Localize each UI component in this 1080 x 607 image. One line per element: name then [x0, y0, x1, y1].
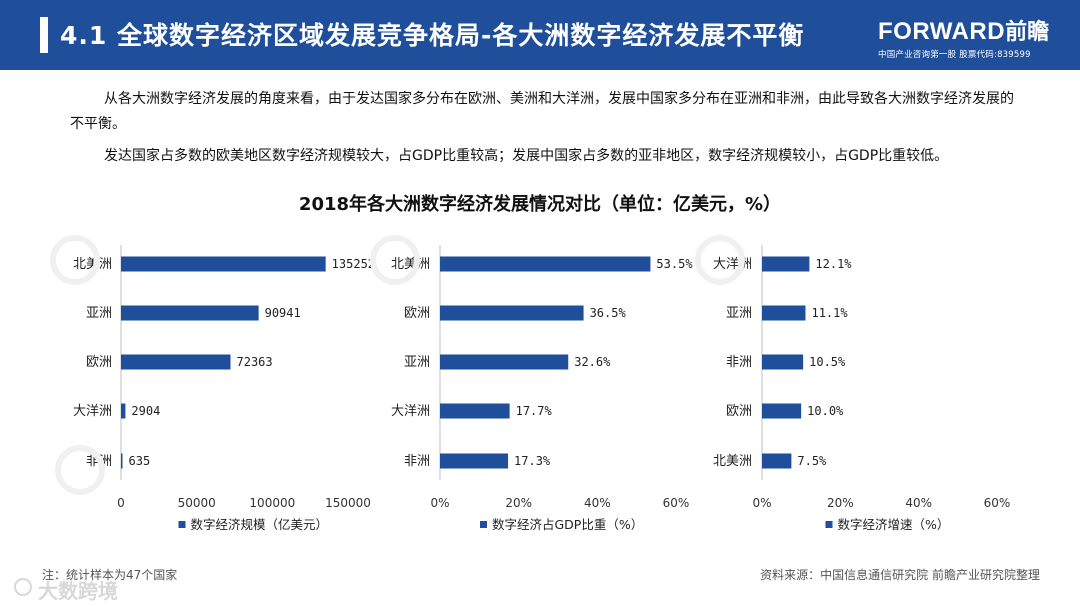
legend-swatch — [480, 521, 487, 528]
header-banner: 4.1 全球数字经济区域发展竞争格局-各大洲数字经济发展不平衡 FORWARD前… — [0, 0, 1080, 70]
x-tick-label: 60% — [663, 496, 690, 510]
legend-swatch — [825, 521, 833, 528]
data-label: 10.5% — [809, 355, 846, 369]
logo-brand: FORWARD — [878, 18, 1006, 45]
x-tick-label: 20% — [827, 496, 854, 510]
source-note: 资料来源：中国信息通信研究院 前瞻产业研究院整理 — [760, 568, 1040, 582]
logo-brand-cn: 前瞻 — [1005, 20, 1050, 45]
bar — [121, 305, 259, 321]
x-tick-label: 0% — [430, 496, 449, 510]
watermark-icon — [14, 578, 32, 596]
legend-label: 数字经济增速（%） — [838, 517, 950, 532]
chart-title: 2018年各大洲数字经济发展情况对比（单位：亿美元，%） — [298, 194, 782, 215]
data-label: 2904 — [131, 404, 160, 418]
category-label: 亚洲 — [404, 355, 430, 370]
intro-paragraph-1: 从各大洲数字经济发展的角度来看，由于发达国家多分布在欧洲、美洲和大洋洲，发展中国… — [70, 87, 1025, 137]
x-tick-label: 50000 — [178, 496, 216, 510]
chart-panel-3: 大洋洲 12.1% 亚洲 11.1% 非洲 10.5% 欧洲 10.0% 北美洲 7.5% 0% 20… — [713, 245, 1010, 532]
chart-panel-2: 北美洲 53.5% 欧洲 36.5% 亚洲 32.6% 大洋洲 17.7% 非洲 17.3% 0% 2… — [391, 245, 693, 532]
data-label: 635 — [129, 454, 151, 468]
page-title: 4.1 全球数字经济区域发展竞争格局-各大洲数字经济发展不平衡 — [60, 21, 805, 50]
data-label: 72363 — [237, 355, 273, 369]
bar — [762, 453, 792, 469]
bar — [762, 256, 810, 272]
x-tick-label: 40% — [584, 496, 611, 510]
bar — [440, 256, 651, 272]
watermark-text: 大数跨境 — [38, 579, 118, 603]
data-label: 53.5% — [656, 257, 693, 271]
bar — [762, 354, 804, 370]
data-label: 36.5% — [590, 306, 627, 320]
category-label: 大洋洲 — [391, 404, 430, 419]
bar — [121, 256, 326, 272]
bar — [762, 403, 802, 419]
x-tick-label: 150000 — [325, 496, 371, 510]
category-label: 大洋洲 — [713, 257, 752, 272]
x-tick-label: 0% — [752, 496, 771, 510]
x-tick-label: 0 — [117, 496, 125, 510]
footnote: 注：统计样本为47个国家 — [42, 568, 178, 582]
watermark-logo-icon — [50, 235, 100, 285]
bar — [440, 453, 509, 469]
logo-tagline: 中国产业咨询第一股 股票代码:839599 — [878, 50, 1031, 60]
title-accent-bar — [40, 17, 48, 53]
bar — [121, 453, 123, 469]
data-label: 135252 — [332, 257, 375, 271]
legend-label: 数字经济规模（亿美元） — [191, 517, 329, 532]
data-label: 11.1% — [811, 306, 848, 320]
category-label: 欧洲 — [726, 404, 752, 419]
category-label: 亚洲 — [86, 306, 112, 321]
category-label: 北美洲 — [713, 454, 752, 469]
intro-paragraph-2: 发达国家占多数的欧美地区数字经济规模较大，占GDP比重较高；发展中国家占多数的亚… — [70, 144, 1025, 169]
data-label: 17.7% — [516, 404, 553, 418]
category-label: 北美洲 — [73, 257, 112, 272]
paragraph-text-1: 从各大洲数字经济发展的角度来看，由于发达国家多分布在欧洲、美洲和大洋洲，发展中国… — [70, 91, 1014, 132]
bar — [440, 354, 569, 370]
category-label: 非洲 — [404, 454, 430, 469]
forward-logo: FORWARD前瞻 中国产业咨询第一股 股票代码:839599 — [878, 14, 1049, 60]
bar — [440, 305, 584, 321]
data-label: 90941 — [265, 306, 301, 320]
data-label: 12.1% — [815, 257, 852, 271]
x-tick-label: 20% — [505, 496, 532, 510]
data-label: 32.6% — [574, 355, 611, 369]
paragraph-text-2: 发达国家占多数的欧美地区数字经济规模较大，占GDP比重较高；发展中国家占多数的亚… — [104, 148, 949, 164]
category-label: 非洲 — [726, 355, 752, 370]
watermark-logo-icon — [370, 235, 420, 285]
category-label: 欧洲 — [86, 355, 112, 370]
category-label: 大洋洲 — [73, 404, 112, 419]
bar — [440, 403, 510, 419]
bar — [121, 403, 126, 419]
category-label: 亚洲 — [726, 306, 752, 321]
data-label: 17.3% — [514, 454, 551, 468]
data-label: 7.5% — [797, 454, 827, 468]
x-tick-label: 60% — [984, 496, 1011, 510]
data-label: 10.0% — [807, 404, 844, 418]
watermark-logo-icon — [695, 235, 745, 285]
bar — [121, 354, 231, 370]
legend-label: 数字经济占GDP比重（%） — [492, 517, 643, 532]
x-tick-label: 40% — [905, 496, 932, 510]
legend-swatch — [178, 521, 186, 528]
category-label: 欧洲 — [404, 306, 430, 321]
x-tick-label: 100000 — [249, 496, 295, 510]
watermark-logo-icon — [55, 445, 105, 495]
category-label: 北美洲 — [391, 257, 430, 272]
bar — [762, 305, 806, 321]
